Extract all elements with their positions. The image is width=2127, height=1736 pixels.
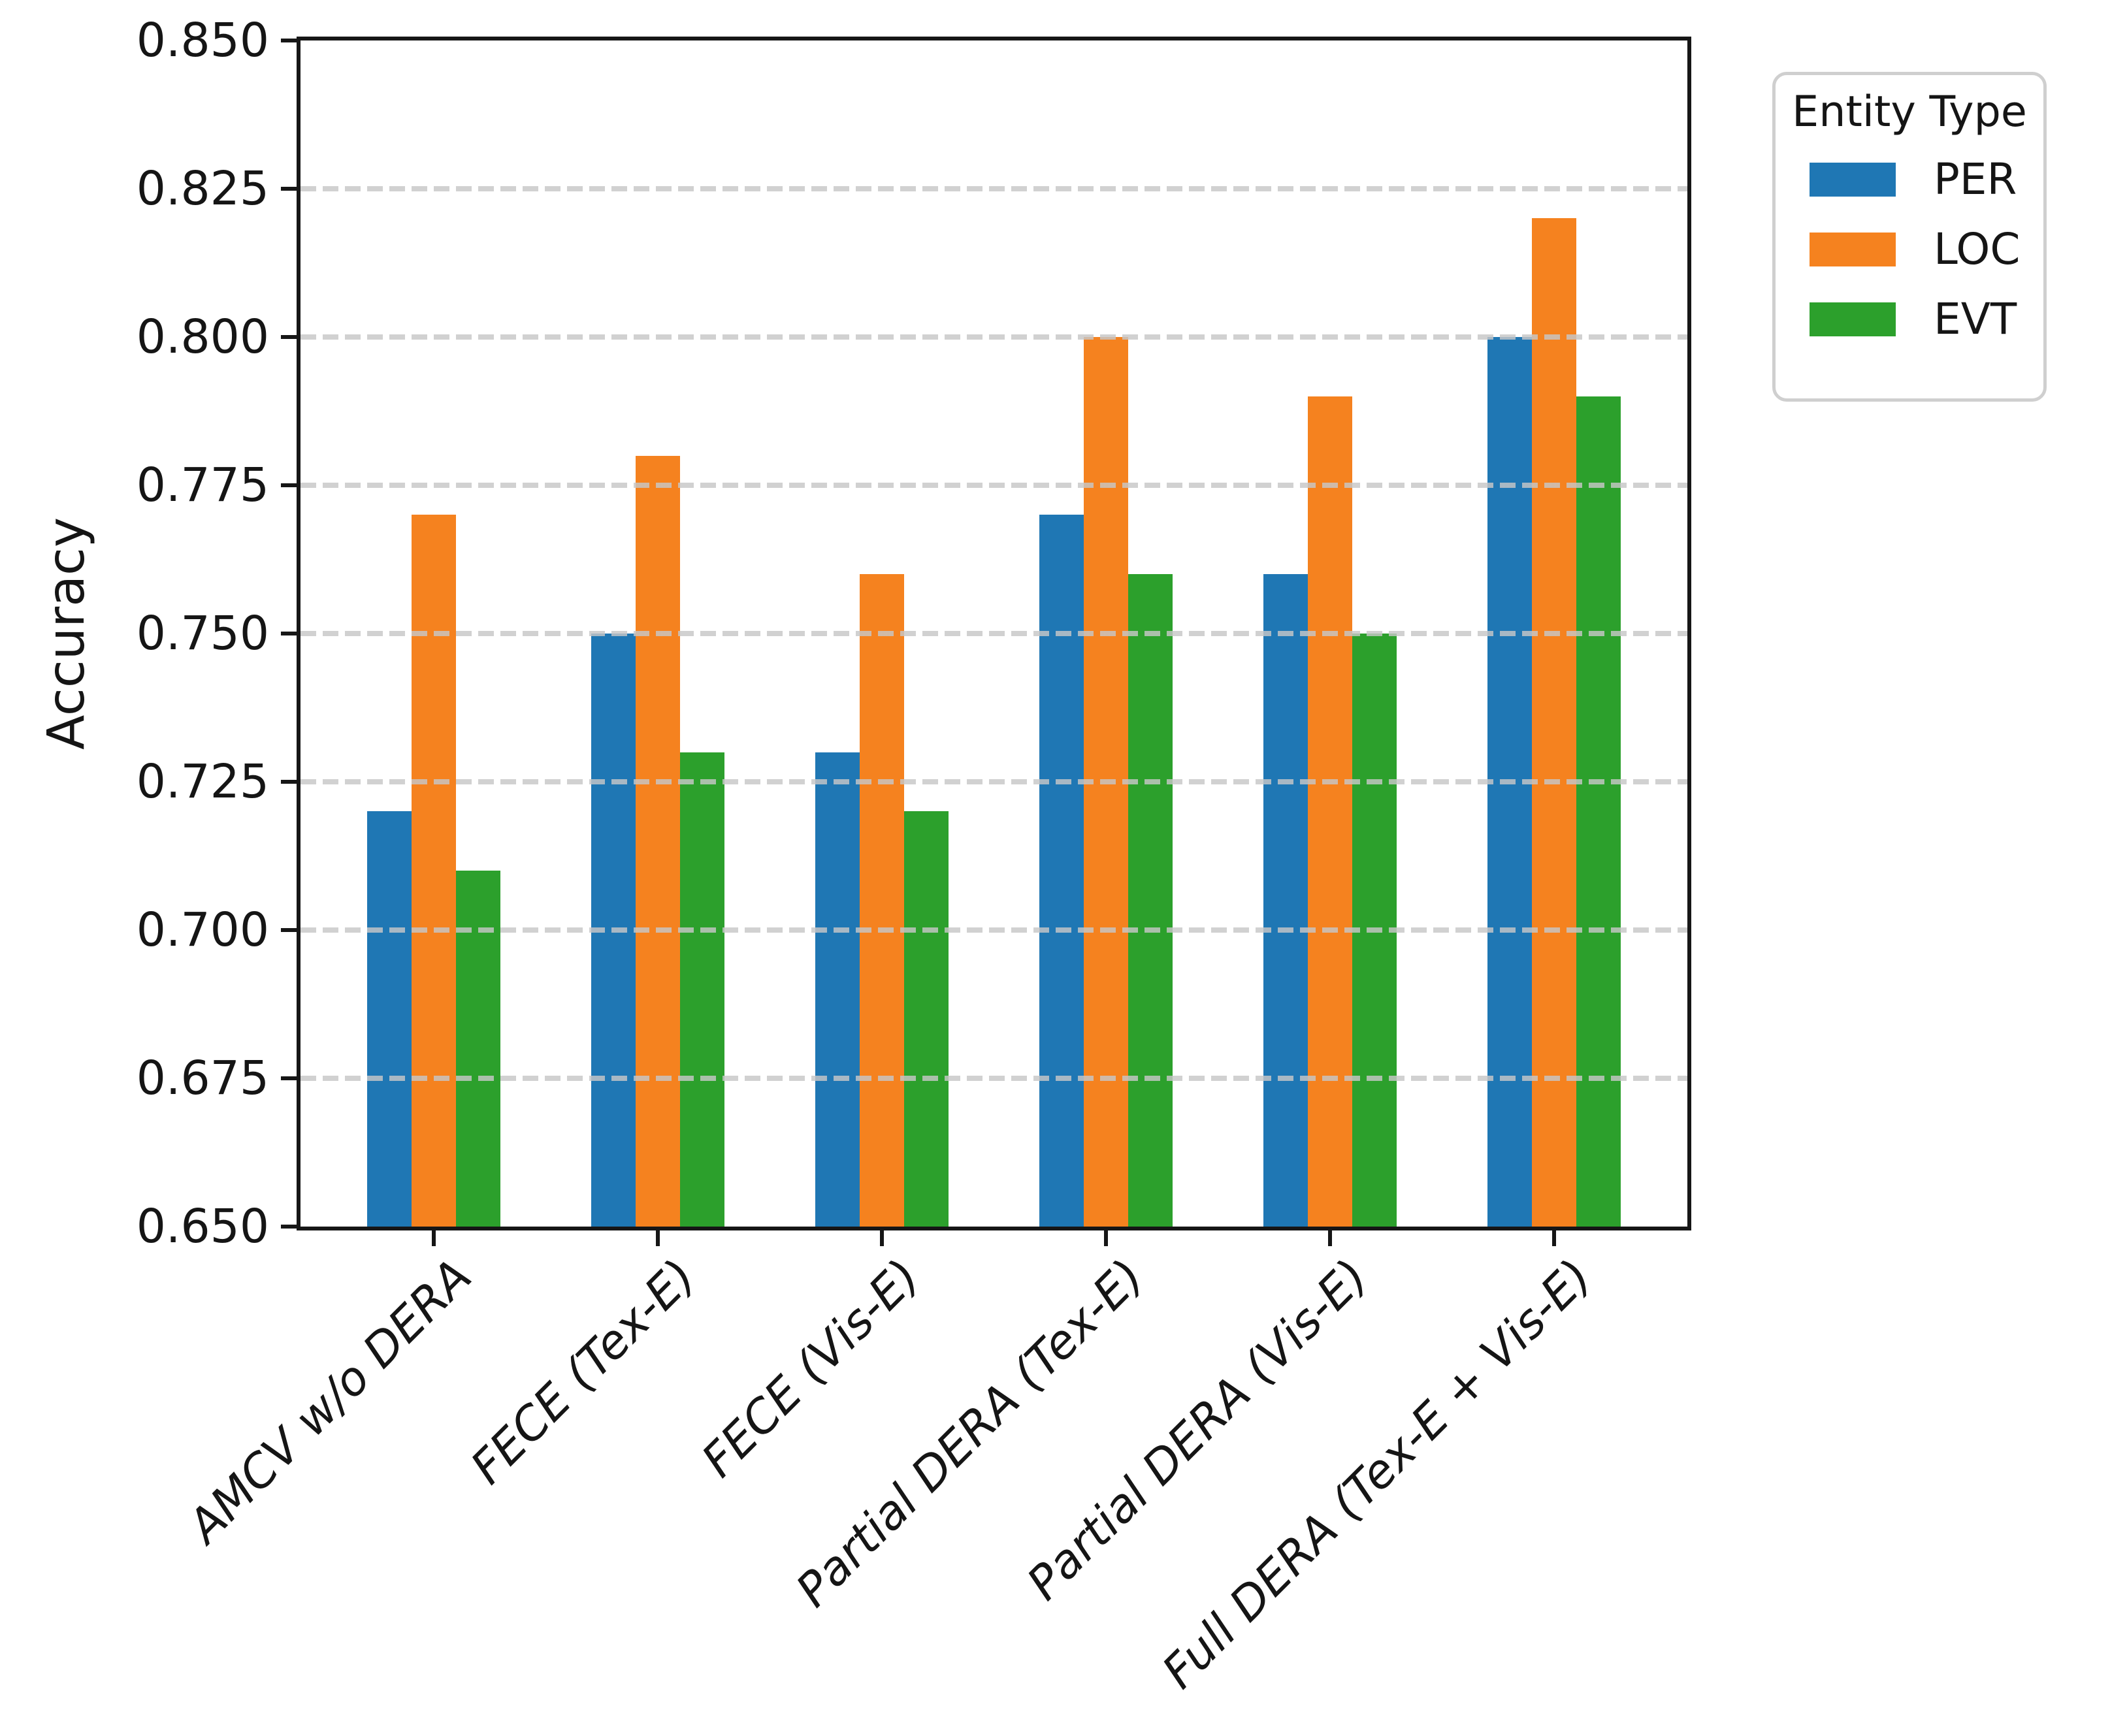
y-tick-label: 0.775: [136, 458, 269, 512]
legend-entry: PER: [1776, 144, 2043, 214]
bar-evt: [904, 811, 949, 1227]
y-tick-label: 0.800: [136, 310, 269, 364]
x-tick-label-text: AMCV w/o DERA: [177, 1249, 482, 1553]
y-tick-mark: [281, 928, 300, 932]
gridline: [300, 779, 1687, 784]
bar-loc: [636, 455, 680, 1227]
bar-evt: [680, 752, 724, 1227]
legend-rows: PER LOC EVT: [1776, 144, 2043, 354]
x-tick-mark: [1552, 1227, 1556, 1246]
bar-loc: [1308, 396, 1352, 1227]
y-tick-mark: [281, 1225, 300, 1229]
x-tick-mark: [880, 1227, 884, 1246]
y-tick-mark: [281, 1076, 300, 1080]
x-tick-mark: [656, 1227, 660, 1246]
legend-entry: LOC: [1776, 214, 2043, 284]
bar-per: [1263, 574, 1308, 1227]
x-tick-mark: [1328, 1227, 1332, 1246]
y-tick-mark: [281, 780, 300, 784]
gridline: [300, 186, 1687, 191]
gridline: [300, 631, 1687, 636]
x-tick-label-text: FECE (Tex-E): [460, 1249, 706, 1495]
legend-entry-label: PER: [1934, 153, 2017, 204]
gridline: [300, 927, 1687, 933]
bar-per: [1039, 515, 1084, 1227]
bar-loc: [1532, 218, 1576, 1227]
x-tick-label-text: FECE (Vis-E): [691, 1249, 930, 1488]
y-tick-label: 0.725: [136, 754, 269, 809]
bar-evt: [1128, 574, 1173, 1227]
y-tick-label: 0.675: [136, 1051, 269, 1105]
legend-swatch-per: [1810, 162, 1896, 197]
y-tick-mark: [281, 335, 300, 339]
legend-title: Entity Type: [1792, 88, 2027, 137]
legend-entry-label: EVT: [1934, 293, 2017, 344]
legend-swatch-evt: [1810, 302, 1896, 336]
bar-per: [815, 752, 860, 1227]
x-tick-label-text: Full DERA (Tex-E + Vis-E): [1152, 1249, 1602, 1699]
bar-loc: [860, 574, 904, 1227]
bar-per: [367, 811, 412, 1227]
y-tick-label: 0.850: [136, 13, 269, 67]
legend-swatch-loc: [1810, 232, 1896, 266]
gridline: [300, 334, 1687, 340]
x-tick-mark: [432, 1227, 436, 1246]
y-tick-label: 0.825: [136, 161, 269, 216]
x-tick-mark: [1104, 1227, 1108, 1246]
y-tick-label: 0.650: [136, 1199, 269, 1253]
bar-evt: [1576, 396, 1621, 1227]
y-tick-mark: [281, 483, 300, 487]
y-tick-mark: [281, 632, 300, 635]
legend: Entity Type PER LOC EVT: [1772, 72, 2047, 402]
legend-entry: EVT: [1776, 284, 2043, 354]
gridline: [300, 1076, 1687, 1081]
y-tick-label: 0.750: [136, 606, 269, 660]
legend-entry-label: LOC: [1934, 223, 2021, 274]
y-tick-mark: [281, 187, 300, 191]
gridline: [300, 483, 1687, 488]
bar-loc: [412, 515, 456, 1227]
bar-evt: [456, 871, 500, 1227]
y-tick-mark: [281, 39, 300, 42]
y-tick-label: 0.700: [136, 903, 269, 957]
